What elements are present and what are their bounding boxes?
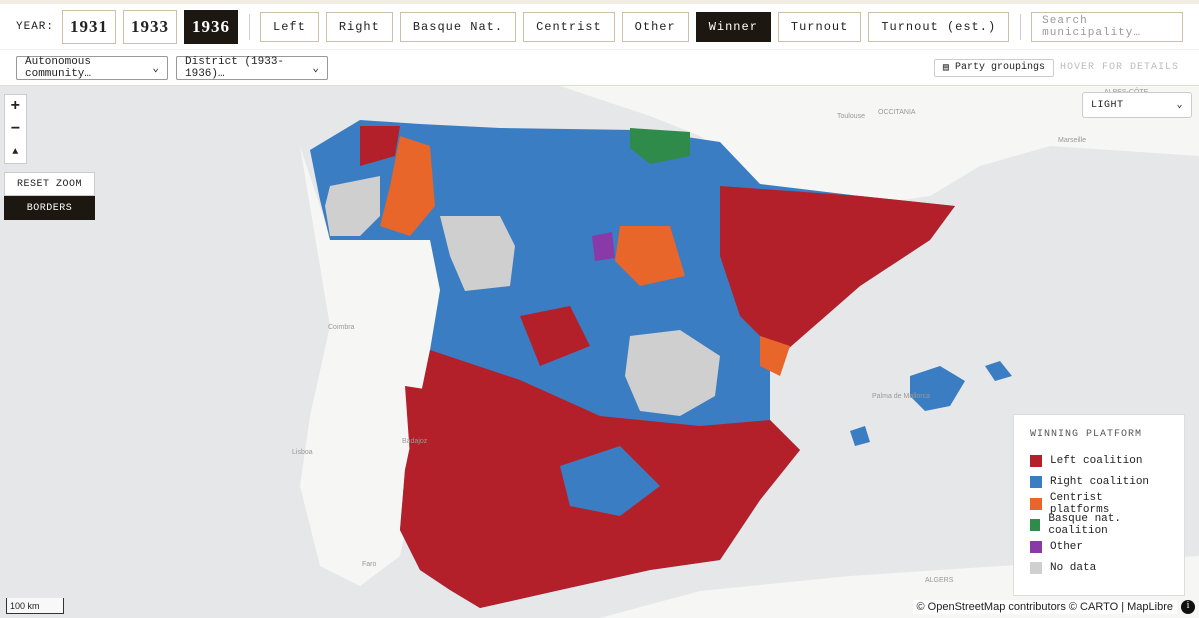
region	[630, 128, 690, 164]
mode-button[interactable]: Other	[621, 11, 689, 42]
legend-item: No data	[1030, 558, 1168, 580]
map-canvas: OCCITANIA Toulouse Marseille Coimbra Lis…	[292, 86, 1199, 618]
region	[380, 136, 435, 236]
mode-button[interactable]: Turnout (est.)	[868, 11, 1010, 42]
legend-swatch	[1030, 497, 1042, 510]
select-text: Autonomous community…	[25, 55, 92, 80]
island	[910, 366, 965, 411]
island	[850, 426, 870, 446]
zoom-control: + − ▲	[4, 94, 27, 164]
region	[592, 232, 615, 261]
legend-item: Right coalition	[1030, 472, 1168, 494]
attribution[interactable]: © OpenStreetMap contributors © CARTO | M…	[912, 600, 1177, 614]
map-label: Marseille	[1058, 137, 1086, 144]
map[interactable]: OCCITANIA Toulouse Marseille Coimbra Lis…	[0, 86, 1199, 618]
select-text: District (1933-1936)…	[185, 55, 285, 80]
party-groupings-button[interactable]: ▤ Party groupings	[933, 58, 1054, 77]
chevron: ⌄	[312, 62, 319, 75]
region	[615, 226, 685, 286]
region	[625, 330, 720, 416]
legend-label: Basque nat. coalition	[1048, 513, 1121, 538]
map-label: ALPES-CÔTE	[1104, 87, 1149, 96]
button-text: Party groupings	[954, 62, 1045, 73]
legend-label: Right coalition	[1050, 476, 1150, 489]
region	[520, 306, 590, 366]
region	[760, 336, 790, 376]
legend-item: Basque nat. coalition	[1030, 513, 1168, 538]
map-labels: OCCITANIA Toulouse Marseille Coimbra Lis…	[292, 87, 1149, 584]
map-label: Faro	[362, 561, 377, 568]
filter-bar: Autonomous community… ⌄ District (1933-19…	[0, 50, 1199, 86]
legend: WINNING PLATFORM Left coalition Right coa…	[1013, 414, 1185, 596]
region	[440, 216, 515, 291]
legend-item: Centrist platforms	[1030, 491, 1168, 516]
mode-button[interactable]: Centrist	[523, 11, 615, 42]
select-text: LIGHT	[1091, 99, 1124, 111]
regions	[325, 126, 1012, 608]
legend-items: Left coalition Right coalition Centrist pl…	[1030, 450, 1168, 579]
mode-button[interactable]: Turnout	[777, 11, 862, 42]
year-button[interactable]: 1936	[184, 9, 239, 44]
map-label: ALGERS	[925, 577, 954, 584]
mode-button[interactable]: Basque Nat.	[399, 11, 517, 42]
year-button[interactable]: 1933	[123, 9, 178, 44]
map-label: Palma de Mallorca	[872, 393, 930, 400]
search-input[interactable]: Search municipality…	[1031, 11, 1184, 42]
style-select[interactable]: LIGHT ⌄	[1082, 92, 1192, 118]
borders-button[interactable]: BORDERS	[4, 196, 95, 220]
toolbar: YEAR: 1931 1933 1936 Left Right Basque N…	[0, 0, 1199, 50]
legend-label: Other	[1050, 540, 1084, 553]
chevron: ⌄	[152, 62, 159, 75]
map-label: OCCITANIA	[878, 109, 916, 116]
island	[985, 361, 1012, 381]
year-label: YEAR:	[16, 20, 55, 33]
year-button[interactable]: 1931	[62, 9, 117, 44]
mode-button[interactable]: Winner	[695, 11, 771, 42]
region	[720, 186, 955, 356]
region	[405, 386, 480, 466]
reset-zoom-button[interactable]: RESET ZOOM	[4, 172, 95, 196]
legend-label: Left coalition	[1050, 454, 1143, 467]
mode-button[interactable]: Left	[260, 11, 319, 42]
legend-swatch	[1030, 454, 1042, 467]
region	[325, 176, 380, 236]
legend-label: Centrist platforms	[1049, 491, 1110, 516]
france	[560, 86, 1199, 206]
district-select[interactable]: District (1933-1936)… ⌄	[176, 55, 328, 80]
separator	[1020, 13, 1022, 40]
legend-swatch	[1030, 519, 1041, 532]
legend-item: Left coalition	[1030, 450, 1168, 472]
legend-swatch	[1030, 540, 1042, 553]
separator	[249, 13, 251, 40]
chevron: ⌄	[1176, 100, 1183, 111]
legend-swatch	[1030, 476, 1042, 489]
icon: ▤	[942, 62, 949, 74]
zoom-in[interactable]: +	[10, 96, 21, 115]
map-label: Badajoz	[402, 438, 428, 445]
region	[360, 126, 400, 166]
zoom-out[interactable]: −	[10, 119, 21, 138]
region	[560, 446, 660, 516]
mode-button[interactable]: Right	[325, 11, 393, 42]
legend-title: WINNING PLATFORM	[1030, 429, 1143, 440]
community-select[interactable]: Autonomous community… ⌄	[16, 55, 168, 80]
map-label: Coimbra	[328, 324, 355, 331]
legend-swatch	[1030, 562, 1042, 575]
compass[interactable]: ▲	[12, 146, 19, 158]
legend-label: No data	[1050, 562, 1097, 575]
legend-item: Other	[1030, 536, 1168, 558]
map-label: Toulouse	[837, 113, 865, 120]
hover-hint: HOVER FOR DETAILS	[1059, 62, 1179, 73]
scale-bar: 100 km	[6, 598, 64, 614]
map-label: Lisboa	[292, 449, 313, 456]
info-icon[interactable]: i	[1181, 600, 1195, 614]
